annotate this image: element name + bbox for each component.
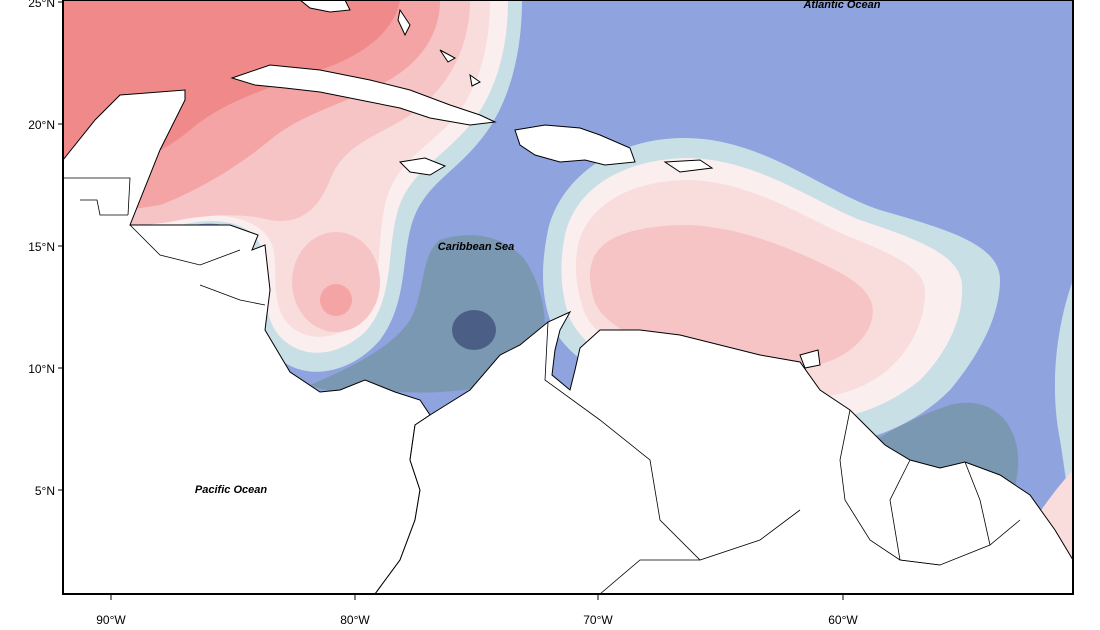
land-bahamas [397,8,481,87]
label-caribbean-sea: Caribbean Sea [438,241,514,253]
field-slate-central [310,235,545,393]
field-light-blue-ne [1054,280,1073,520]
label-pacific-ocean: Pacific Ocean [195,484,267,496]
land-jamaica [398,157,447,176]
border-nicaragua [199,284,266,306]
lat-tick-label: 5°N [35,484,55,498]
land-cuba [230,64,497,126]
field-blob-red [320,284,352,316]
field-dark-central [452,310,496,350]
border-colombia-venezuela [544,321,801,561]
field-blob-light-red [292,232,380,332]
lat-tick-label: 15°N [28,240,55,254]
lon-tick-label: 70°W [583,613,613,627]
country-borders [63,177,1021,594]
land-south-america [374,310,1073,594]
land-hispaniola [514,124,636,166]
border-guatemala [80,199,128,216]
land-florida [299,0,351,13]
border-honduras [129,224,241,266]
border-guyana [839,409,901,561]
lon-tick-label: 80°W [340,613,370,627]
lon-tick-label: 60°W [828,613,858,627]
lat-tick-label: 10°N [28,362,55,376]
border-french-guiana [964,461,991,546]
land-puerto-rico [663,159,714,173]
lat-tick-label: 25°N [28,0,55,10]
border-brazil [599,519,1021,594]
lat-tick-label: 20°N [28,118,55,132]
map-frame [62,0,1074,595]
border-mexico [63,177,131,216]
land-masses [63,0,1073,594]
label-atlantic-ocean: Atlantic Ocean [802,0,880,11]
lon-axis: 90°W 80°W 70°W 60°W [96,594,858,627]
land-trinidad [799,349,821,369]
lon-tick-label: 90°W [96,613,126,627]
lat-axis: 25°N 20°N 15°N 10°N 5°N [28,0,63,498]
